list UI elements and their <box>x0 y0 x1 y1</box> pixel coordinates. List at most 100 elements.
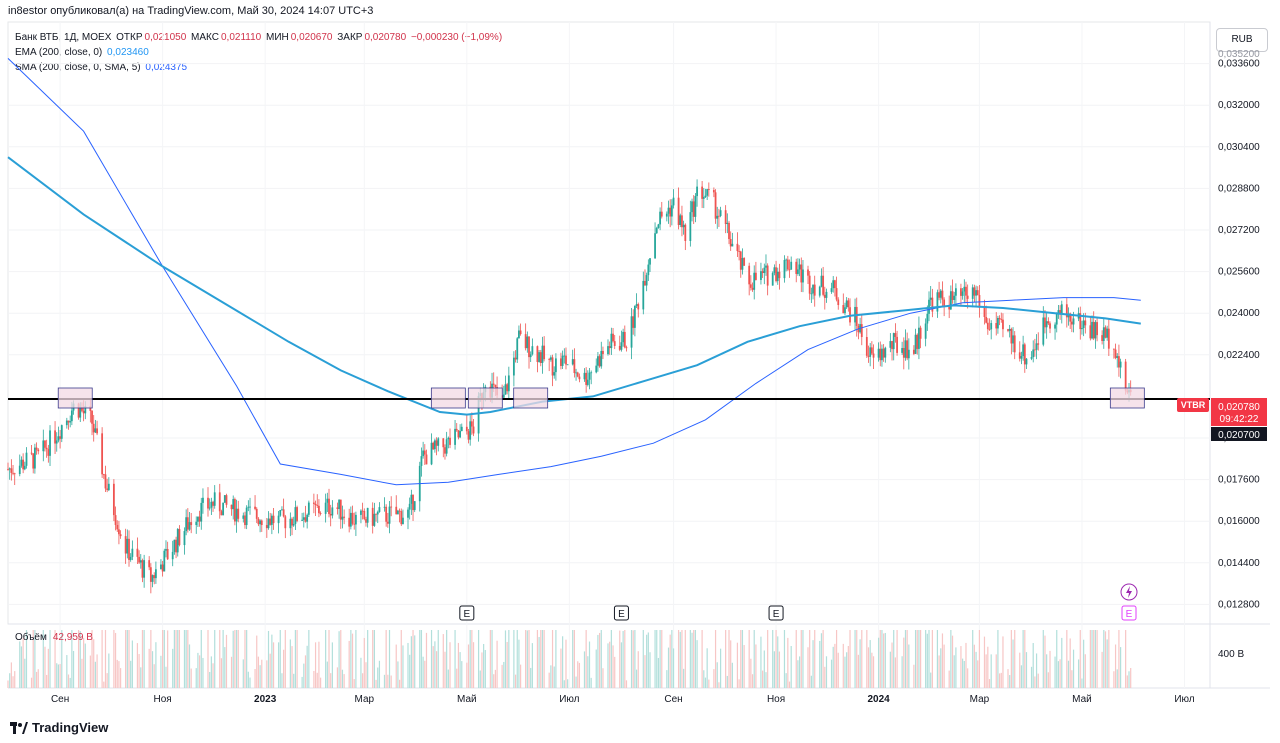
candle-body <box>10 468 13 473</box>
volume-bar <box>104 630 107 688</box>
candle-body <box>682 224 685 228</box>
candle-body <box>926 313 929 324</box>
volume-bar <box>708 679 710 688</box>
volume-bar <box>669 634 671 688</box>
candle-body <box>677 197 680 225</box>
volume-bar <box>585 630 587 688</box>
volume-bar <box>491 630 493 688</box>
candle-body <box>543 345 546 360</box>
symbol-tag-bg <box>1177 398 1209 412</box>
volume-bar <box>234 630 236 688</box>
candle-body <box>49 430 51 456</box>
volume-bar <box>543 630 545 688</box>
candle-body <box>277 515 280 524</box>
candle-body <box>528 336 530 358</box>
price-tag: VTBR 0,020780 09:42:22 0,020700 <box>1177 398 1267 441</box>
volume-bar <box>783 630 786 688</box>
candle-body <box>953 295 956 300</box>
volume-bar <box>91 630 93 688</box>
volume-axis-label: 400 B <box>1218 649 1244 660</box>
ema-line[interactable] <box>7 156 1141 416</box>
candle-body <box>54 430 56 444</box>
candle-body <box>998 317 1001 320</box>
symbol-label[interactable]: Банк ВТБ, 1Д, MOEX <box>15 32 112 43</box>
candle-body <box>613 341 616 346</box>
candle-body <box>200 502 203 522</box>
candle-body <box>470 421 473 427</box>
volume-bar <box>108 653 110 688</box>
candle-body <box>96 428 98 434</box>
volume-bar <box>420 630 423 688</box>
volume-bar <box>1007 669 1009 688</box>
volume-bar <box>1000 672 1002 688</box>
ema-row[interactable]: EMA (200, close, 0) 0,023460 <box>15 45 504 60</box>
footer[interactable]: TradingView <box>10 720 108 735</box>
candle-body <box>622 331 625 343</box>
volume-bar <box>398 679 401 688</box>
candle-body <box>625 347 628 349</box>
candle-body <box>938 292 940 298</box>
volume-bar <box>1130 668 1132 688</box>
candle-body <box>8 468 11 470</box>
candle-body <box>929 297 932 300</box>
volume-bar <box>412 630 414 688</box>
volume-bar <box>925 630 927 688</box>
volume-bar <box>89 655 91 688</box>
sma-line[interactable] <box>7 58 1141 486</box>
volume-bar <box>7 680 9 688</box>
candle-body <box>1010 328 1013 344</box>
candle-body <box>138 556 140 563</box>
volume-bar <box>800 630 802 688</box>
volume-bar <box>846 652 848 688</box>
candle-body <box>573 359 576 374</box>
volume-bar <box>198 655 201 688</box>
volume-bar <box>96 654 98 688</box>
candle-body <box>116 524 119 530</box>
volume-bar <box>901 656 903 688</box>
candle-body <box>260 520 263 526</box>
candle-body <box>57 436 60 441</box>
volume-bar <box>704 677 707 688</box>
volume-bar <box>713 669 715 688</box>
candle-body <box>255 508 258 519</box>
currency-button[interactable]: RUB <box>1216 28 1268 52</box>
volume-bar <box>331 642 333 688</box>
volume-bar <box>849 630 851 688</box>
candle-body <box>788 269 791 271</box>
volume-bar <box>577 661 579 688</box>
candle-body <box>235 508 238 522</box>
volume-bar <box>151 651 154 688</box>
candle-body <box>265 525 268 529</box>
candle-body <box>242 515 245 519</box>
volume-bar <box>46 674 48 688</box>
candle-body <box>659 211 662 225</box>
candle-body <box>230 504 233 510</box>
volume-bar <box>466 662 468 688</box>
volume-legend[interactable]: Объём 42,959 B <box>15 632 93 643</box>
candle-body <box>986 322 989 330</box>
candle-body <box>400 511 403 525</box>
time-tick: Май <box>457 694 477 705</box>
candle-body <box>101 433 104 475</box>
candle-body <box>351 512 354 524</box>
candle-body <box>244 515 246 526</box>
candle-body <box>232 499 235 510</box>
candle-body <box>647 264 650 276</box>
volume-bar <box>106 673 108 688</box>
candle-body <box>326 498 329 503</box>
sma-row[interactable]: SMA (200, close, 0, SMA, 5) 0,024375 <box>15 60 504 75</box>
candle-body <box>588 372 591 380</box>
candle-body <box>292 523 295 526</box>
volume-bar <box>35 671 38 688</box>
candle-body <box>318 505 320 514</box>
volume-bar <box>914 630 917 688</box>
candle-body <box>207 497 209 509</box>
earnings-mark-box <box>613 605 629 621</box>
time-axis: Сен Ноя 2023 Мар Май Июл Сен Ноя 2024 Мар Май Июл <box>51 694 1195 705</box>
volume-bar <box>114 632 117 688</box>
volume-bar <box>34 630 36 688</box>
candle-body <box>966 295 969 299</box>
candle-body <box>669 207 672 217</box>
volume-bar <box>691 632 693 688</box>
